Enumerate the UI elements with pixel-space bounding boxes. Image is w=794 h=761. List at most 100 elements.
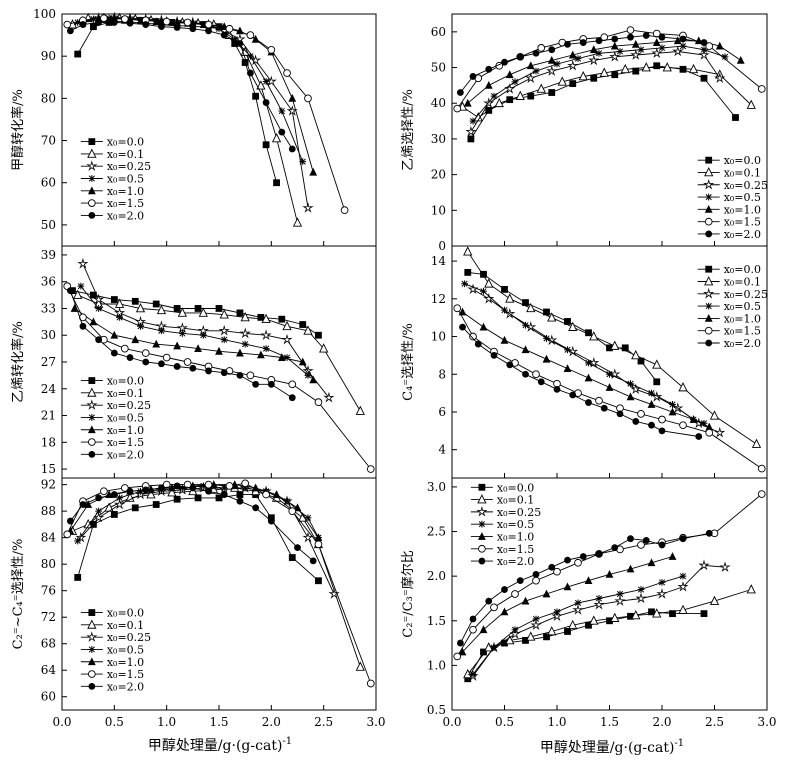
data-point [95, 494, 103, 502]
data-point [642, 32, 650, 39]
data-point [158, 484, 165, 492]
data-point [267, 517, 275, 525]
data-point [162, 353, 171, 362]
data-point [252, 504, 260, 512]
legend-marker [87, 148, 97, 158]
y-tick-label: 24 [41, 382, 57, 396]
data-point [564, 556, 571, 564]
data-point [521, 345, 530, 354]
legend-label: x₀=0.0 [107, 375, 144, 388]
y-tick-label: 90 [41, 49, 56, 63]
legend-label: x₀=1.5 [724, 216, 761, 229]
legend-marker [704, 326, 713, 335]
data-point [611, 544, 619, 551]
data-point [632, 67, 640, 75]
data-point [611, 71, 619, 79]
data-point [236, 309, 244, 317]
data-point [700, 39, 708, 46]
data-point [751, 438, 762, 448]
data-point [705, 529, 713, 537]
data-point [215, 346, 223, 355]
data-point [673, 36, 682, 45]
data-point [672, 45, 684, 57]
legend-marker [705, 230, 713, 238]
data-point [700, 46, 708, 54]
y-tick-label: 6 [438, 405, 446, 419]
legend-label: x₀=0.0 [724, 263, 761, 276]
data-point [595, 396, 603, 405]
data-point [158, 327, 165, 335]
data-point [100, 14, 108, 23]
data-point [532, 370, 540, 379]
data-point [689, 415, 698, 423]
series-line [472, 45, 726, 122]
data-point [658, 579, 666, 586]
data-point [66, 517, 74, 525]
panel-5: 60 64 68 72 76 80 84 88 92 0.0 0.5 1.0 1.5 2.0 2.5 3.0 C… [11, 477, 386, 729]
data-point [530, 619, 542, 630]
data-point [494, 97, 504, 108]
y-tick-label: 84 [41, 531, 57, 545]
panel-4: 4 6 8 10 12 14 C₄⁼选择性/% x₀=0.0x₀=0.1x₀=0.25x₀=0… [401, 245, 768, 479]
data-point [146, 489, 156, 499]
data-point [236, 40, 244, 47]
data-point [299, 321, 307, 328]
data-point [156, 304, 167, 315]
data-point [194, 494, 202, 502]
data-point [679, 535, 687, 543]
data-point [511, 626, 519, 634]
data-point [557, 76, 567, 86]
data-point [283, 354, 291, 361]
data-point [574, 55, 582, 63]
series-line [80, 285, 309, 376]
y-tick-label: 64 [41, 663, 57, 677]
data-point [746, 99, 756, 109]
data-point [599, 67, 609, 77]
data-point [480, 287, 487, 295]
data-point [262, 490, 270, 499]
legend-label: x₀=0.5 [724, 300, 761, 313]
data-point [278, 315, 286, 323]
data-point [168, 483, 176, 492]
y-tick-label: 3.0 [427, 480, 446, 494]
data-point [79, 322, 87, 330]
series-line [467, 589, 752, 675]
data-point [205, 27, 212, 35]
data-point [319, 343, 329, 353]
data-point [648, 608, 655, 616]
data-point [183, 358, 192, 366]
data-point [746, 584, 756, 594]
data-point [267, 380, 275, 388]
legend: x₀=0.0x₀=0.1x₀=0.25x₀=0.5x₀=1.0x₀=1.5x₀=… [697, 154, 768, 241]
data-point [662, 62, 672, 72]
data-point [63, 530, 72, 539]
data-point [288, 93, 297, 102]
legend-label: x₀=0.5 [107, 643, 144, 656]
data-point [505, 70, 514, 79]
legend-label: x₀=2.0 [107, 209, 144, 222]
data-point [120, 15, 129, 23]
data-point [241, 479, 250, 488]
legend-marker [476, 506, 488, 517]
data-point [647, 558, 656, 567]
data-point [584, 373, 593, 382]
y-tick-label: 10 [431, 330, 446, 344]
data-point [474, 340, 482, 348]
data-point [532, 49, 540, 57]
data-point [547, 312, 557, 322]
y-tick-label: 100 [33, 7, 56, 21]
data-point [678, 604, 688, 614]
data-point [635, 592, 647, 604]
legend-marker [703, 178, 715, 190]
data-point [595, 49, 603, 57]
y-tick-label: 30 [431, 132, 446, 146]
data-point [288, 380, 297, 389]
y-tick-label: 12 [431, 292, 446, 306]
data-point [282, 320, 292, 331]
data-point [652, 608, 662, 618]
data-point [553, 608, 561, 616]
data-point [585, 399, 592, 406]
legend: x₀=0.0x₀=0.1x₀=0.25x₀=0.5x₀=1.0x₀=1.5x₀=… [697, 263, 768, 350]
data-point [469, 625, 477, 634]
